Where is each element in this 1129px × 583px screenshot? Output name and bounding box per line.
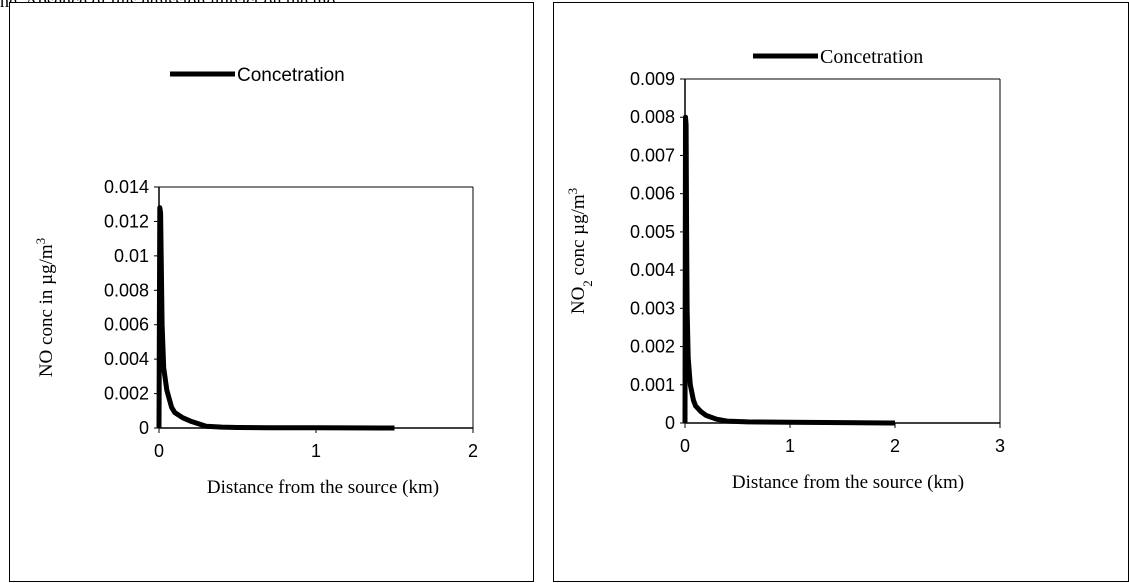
y-tick-label: 0.014 [104, 177, 149, 197]
x-tick-label: 1 [785, 436, 795, 456]
y-tick-label: 0.005 [630, 222, 675, 242]
series-line [156, 205, 395, 431]
y-tick-label: 0.006 [104, 315, 149, 335]
y-axis-title: NO2 conc µg/m3 [565, 188, 595, 314]
y-axis-title-text: NO [568, 287, 589, 314]
x-tick-label: 2 [468, 441, 478, 461]
x-axis-title: Distance from the source (km) [732, 472, 964, 493]
legend-label: Concetration [820, 46, 923, 68]
legend-label: Concetration [237, 65, 345, 86]
x-tick-label: 1 [311, 441, 321, 461]
y-tick-label: 0.001 [630, 375, 675, 395]
y-axis-title-superscript: 3 [565, 188, 580, 195]
y-tick-label: 0.01 [114, 246, 149, 266]
no-concentration-chart: Concetration 0 0.002 0.004 0.006 0.008 0.01 0.0… [33, 65, 479, 498]
y-tick-label: 0.007 [630, 145, 675, 165]
y-tick-label: 0.002 [630, 337, 675, 357]
x-tick-label: 0 [680, 436, 690, 456]
y-tick-label: 0.008 [630, 107, 675, 127]
y-axis-title-text: NO conc in µg/m [36, 244, 57, 377]
x-tick-label: 2 [890, 436, 900, 456]
x-tick-label: 0 [154, 441, 164, 461]
x-axis-title: Distance from the source (km) [207, 477, 439, 498]
y-axis-title-text-mid: conc µg/m [568, 194, 589, 280]
y-axis-title: NO conc in µg/m3 [33, 238, 58, 377]
series-line [682, 114, 896, 426]
y-axis-title-superscript: 3 [33, 238, 48, 245]
y-tick-label: 0.003 [630, 298, 675, 318]
y-tick-label: 0.012 [104, 211, 149, 231]
y-tick-label: 0 [139, 418, 149, 438]
x-tick-label: 3 [995, 436, 1005, 456]
no2-concentration-chart: Concetration 0 0.001 0.002 0.003 0.004 0.005 0.… [565, 46, 1006, 493]
y-tick-label: 0.004 [630, 260, 675, 280]
y-tick-label: 0.009 [630, 69, 675, 89]
chart-panel-no2: Concetration 0 0.001 0.002 0.003 0.004 0.005 0.… [553, 2, 1129, 582]
y-axis-title-subscript: 2 [580, 280, 595, 287]
y-tick-label: 0.002 [104, 384, 149, 404]
chart-panel-no: Concetration 0 0.002 0.004 0.006 0.008 0.01 0.0… [9, 2, 534, 582]
y-tick-label: 0.004 [104, 349, 149, 369]
y-tick-label: 0.006 [630, 184, 675, 204]
y-tick-label: 0.008 [104, 280, 149, 300]
y-tick-label: 0 [665, 413, 675, 433]
